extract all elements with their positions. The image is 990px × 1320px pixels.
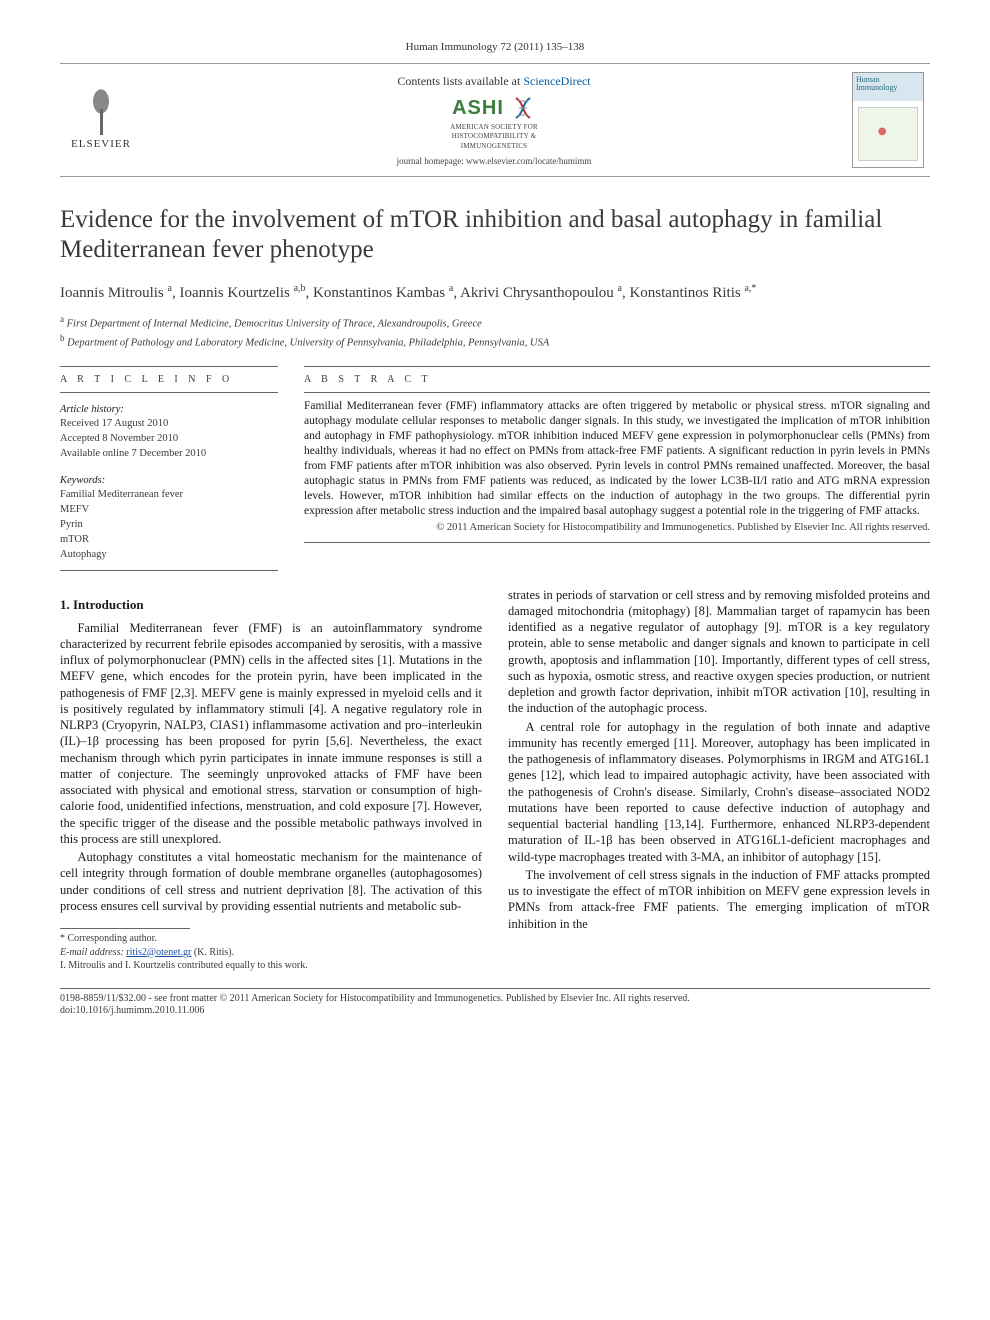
elsevier-tree-icon	[79, 87, 123, 135]
body-two-column: 1. Introduction Familial Mediterranean f…	[60, 587, 930, 974]
keyword: Familial Mediterranean fever	[60, 488, 278, 502]
footnote-separator	[60, 928, 190, 929]
bottom-rule	[60, 988, 930, 989]
corresponding-author: * Corresponding author.	[60, 933, 482, 946]
history-accepted: Accepted 8 November 2010	[60, 432, 278, 446]
email-label: E-mail address:	[60, 947, 124, 958]
equal-contribution: I. Mitroulis and I. Kourtzelis contribut…	[60, 960, 482, 973]
journal-homepage: journal homepage: www.elsevier.com/locat…	[397, 155, 592, 167]
banner-center: Contents lists available at ScienceDirec…	[136, 73, 852, 167]
paragraph: strates in periods of starvation or cell…	[508, 587, 930, 717]
article-info-heading: A R T I C L E I N F O	[60, 373, 278, 387]
history-received: Received 17 August 2010	[60, 417, 278, 431]
ashi-sub2: HISTOCOMPATIBILITY &	[452, 133, 536, 140]
journal-citation: Human Immunology 72 (2011) 135–138	[60, 40, 930, 55]
ashi-sub1: AMERICAN SOCIETY FOR	[450, 124, 538, 131]
article-info-column: A R T I C L E I N F O Article history: R…	[60, 366, 278, 570]
affiliations: a First Department of Internal Medicine,…	[60, 313, 930, 350]
history-heading: Article history:	[60, 403, 278, 417]
abstract-text: Familial Mediterranean fever (FMF) infla…	[304, 399, 930, 519]
ashi-logo: ASHI	[452, 95, 536, 122]
contents-line: Contents lists available at ScienceDirec…	[136, 73, 852, 89]
keyword: Pyrin	[60, 518, 278, 532]
article-title: Evidence for the involvement of mTOR inh…	[60, 205, 930, 266]
dna-helix-icon	[510, 95, 536, 121]
abstract-copyright: © 2011 American Society for Histocompati…	[304, 521, 930, 535]
corresponding-email-link[interactable]: ritis2@otenet.gr	[126, 947, 191, 958]
doi-line: doi:10.1016/j.humimm.2010.11.006	[60, 1005, 930, 1018]
keyword: MEFV	[60, 503, 278, 517]
footnote-block: * Corresponding author. E-mail address: …	[60, 933, 482, 973]
affiliation-a: First Department of Internal Medicine, D…	[67, 319, 482, 330]
ashi-sub3: IMMUNOGENETICS	[461, 143, 528, 150]
cover-title: Human Immunology	[856, 76, 920, 92]
front-matter-line1: 0198-8859/11/$32.00 - see front matter ©…	[60, 993, 930, 1006]
paragraph: Familial Mediterranean fever (FMF) is an…	[60, 620, 482, 848]
keywords-heading: Keywords:	[60, 474, 278, 488]
ashi-block: ASHI AMERICAN SOCIETY FOR HISTOCOMPATIBI…	[136, 95, 852, 167]
history-online: Available online 7 December 2010	[60, 447, 278, 461]
ashi-wordmark: ASHI	[452, 95, 504, 122]
cover-image-icon	[858, 107, 918, 161]
front-matter: 0198-8859/11/$32.00 - see front matter ©…	[60, 993, 930, 1018]
email-name: (K. Ritis).	[194, 947, 234, 958]
paragraph: A central role for autophagy in the regu…	[508, 719, 930, 865]
keyword: mTOR	[60, 533, 278, 547]
section-1-heading: 1. Introduction	[60, 597, 482, 614]
affiliation-b: Department of Pathology and Laboratory M…	[67, 337, 549, 348]
contents-prefix: Contents lists available at	[397, 74, 523, 88]
paragraph: The involvement of cell stress signals i…	[508, 867, 930, 932]
info-abstract-row: A R T I C L E I N F O Article history: R…	[60, 366, 930, 570]
keyword: Autophagy	[60, 548, 278, 562]
abstract-column: A B S T R A C T Familial Mediterranean f…	[304, 366, 930, 570]
abstract-heading: A B S T R A C T	[304, 373, 930, 387]
publisher-name: ELSEVIER	[71, 137, 131, 152]
author-list: Ioannis Mitroulis a, Ioannis Kourtzelis …	[60, 282, 930, 303]
journal-banner: ELSEVIER Contents lists available at Sci…	[60, 63, 930, 177]
email-row: E-mail address: ritis2@otenet.gr (K. Rit…	[60, 947, 482, 960]
journal-cover-thumb: Human Immunology	[852, 72, 924, 168]
sciencedirect-link[interactable]: ScienceDirect	[523, 74, 590, 88]
publisher-logo: ELSEVIER	[66, 87, 136, 152]
paragraph: Autophagy constitutes a vital homeostati…	[60, 849, 482, 914]
